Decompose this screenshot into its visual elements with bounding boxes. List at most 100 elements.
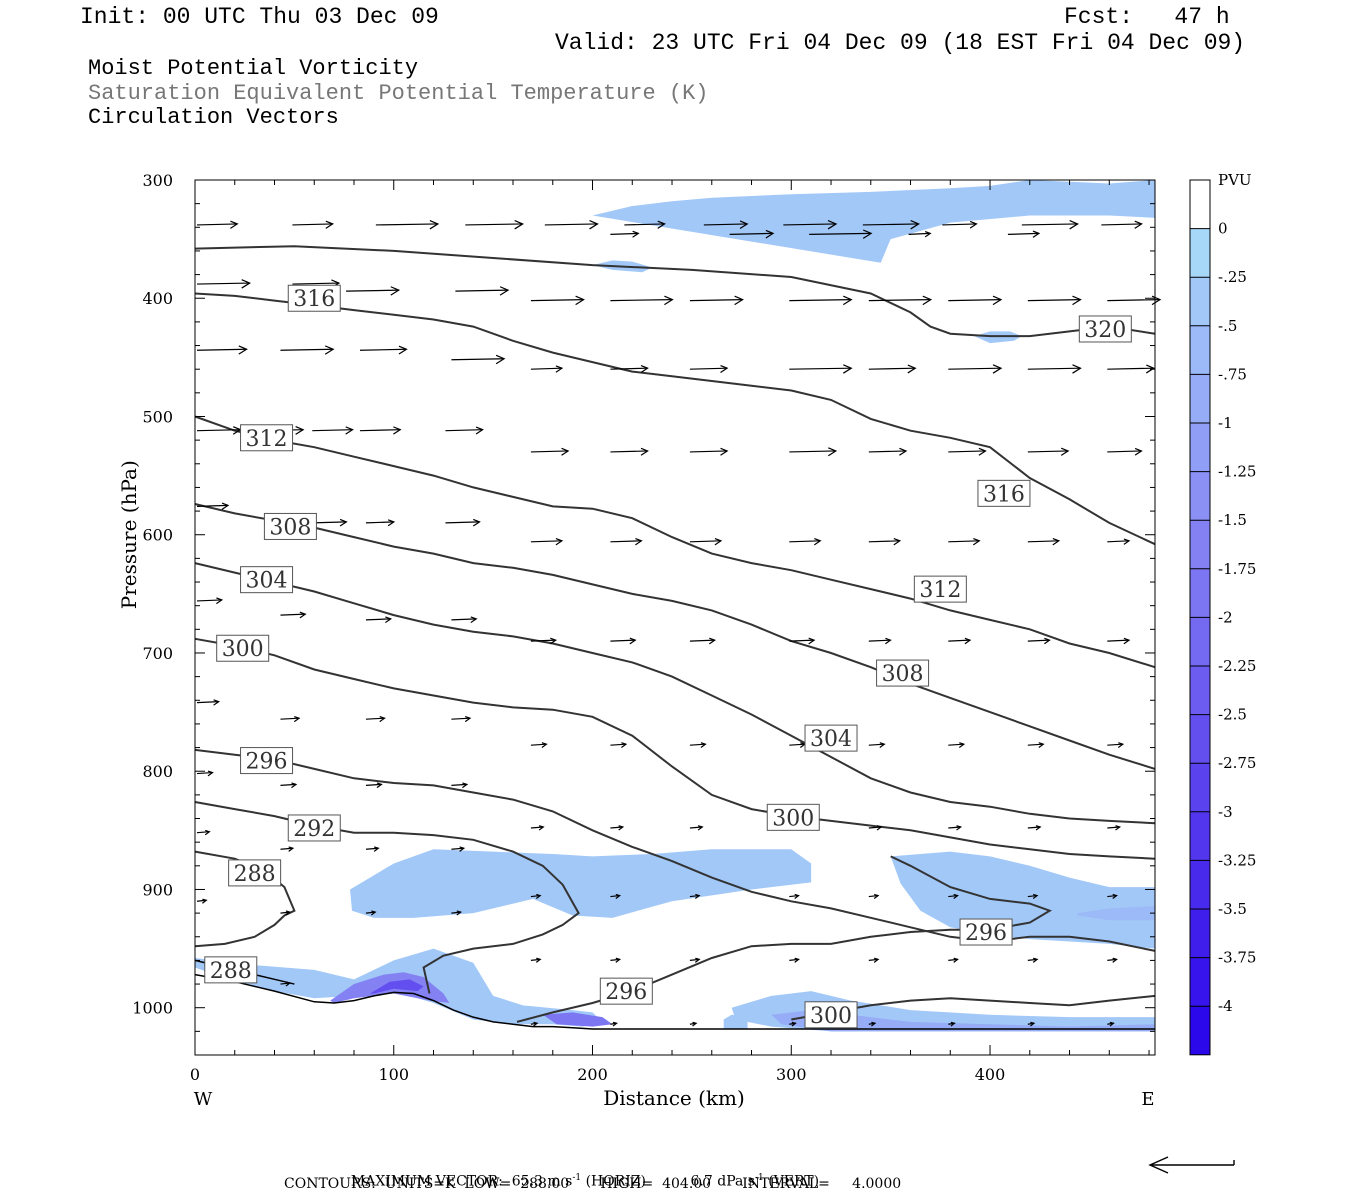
circulation-vector bbox=[451, 358, 505, 361]
circulation-vector-head bbox=[964, 637, 972, 645]
contour-label-box bbox=[1078, 315, 1132, 343]
circulation-vector bbox=[868, 367, 916, 370]
circulation-vector-head bbox=[1038, 742, 1045, 748]
circulation-vector-head bbox=[734, 295, 744, 306]
terrain-line bbox=[194, 973, 1155, 1030]
circulation-vector-head bbox=[1134, 447, 1143, 456]
circulation-vector-head bbox=[555, 537, 564, 546]
circulation-vector bbox=[868, 639, 891, 642]
contour-label-box bbox=[240, 566, 294, 594]
title-vectors: Circulation Vectors bbox=[88, 105, 339, 130]
y-tick-label: 300 bbox=[142, 171, 173, 190]
circulation-vector bbox=[196, 348, 247, 351]
circulation-vector-head bbox=[893, 537, 902, 546]
circulation-vector bbox=[948, 540, 980, 543]
circulation-vector-head bbox=[241, 279, 251, 289]
x-tick-label: 100 bbox=[378, 1065, 409, 1084]
circulation-vector-head bbox=[204, 829, 211, 836]
circulation-vector-head bbox=[230, 220, 239, 229]
circulation-vector-head bbox=[739, 220, 749, 230]
reference-vector-head bbox=[1148, 1156, 1169, 1174]
circulation-vector-head bbox=[618, 825, 625, 831]
circulation-vector-head bbox=[958, 742, 966, 748]
valid-time: Valid: 23 UTC Fri 04 Dec 09 (18 EST Fri … bbox=[555, 30, 1246, 56]
colorbar-label: -3.75 bbox=[1218, 949, 1256, 967]
theta-e-contour-308 bbox=[194, 503, 1156, 770]
circulation-vector bbox=[789, 743, 805, 746]
circulation-vector-head bbox=[464, 715, 472, 723]
circulation-vector-head bbox=[953, 957, 959, 963]
unit-sup-1: -1 bbox=[572, 1173, 582, 1183]
circulation-vector bbox=[312, 521, 347, 524]
circulation-vector-head bbox=[615, 893, 622, 899]
circulation-vector-head bbox=[533, 1021, 539, 1027]
circulation-vector-head bbox=[589, 219, 599, 230]
circulation-vector-head bbox=[950, 1021, 956, 1027]
circulation-vector-head bbox=[1145, 364, 1156, 374]
circulation-vector bbox=[1007, 232, 1039, 235]
circulation-vector-head bbox=[635, 537, 643, 546]
circulation-vector bbox=[689, 743, 706, 746]
contour-label: 304 bbox=[810, 727, 852, 752]
mpv-region bbox=[1077, 906, 1155, 921]
circulation-vector-head bbox=[842, 295, 853, 306]
colorbar-swatch bbox=[1190, 617, 1210, 666]
colorbar-label: -1.5 bbox=[1218, 511, 1247, 529]
circulation-vector bbox=[1027, 367, 1081, 370]
circulation-vector-head bbox=[720, 365, 729, 373]
circulation-vector-head bbox=[288, 846, 295, 852]
circulation-vector-head bbox=[907, 364, 917, 374]
circulation-vector-head bbox=[538, 825, 545, 831]
circulation-vector-head bbox=[697, 825, 704, 831]
y-tick-label: 600 bbox=[142, 526, 173, 545]
circulation-vector-head bbox=[429, 219, 440, 230]
circulation-vector-head bbox=[664, 295, 674, 306]
circulation-vector bbox=[789, 299, 852, 302]
circulation-vector bbox=[375, 223, 438, 226]
forecast-hour: Fcst: 47 h bbox=[1064, 4, 1230, 30]
circulation-vector bbox=[530, 639, 556, 642]
circulation-vector-head bbox=[470, 616, 478, 624]
circulation-vector bbox=[689, 540, 721, 543]
circulation-vector bbox=[196, 831, 210, 834]
circulation-vector-head bbox=[842, 364, 853, 374]
colorbar-swatch bbox=[1190, 423, 1210, 472]
init-time: Init: 00 UTC Thu 03 Dec 09 bbox=[80, 4, 439, 30]
circulation-vector-head bbox=[213, 699, 221, 706]
vert-tag: (VERT) bbox=[768, 1173, 820, 1190]
colorbar-swatch bbox=[1190, 374, 1210, 423]
circulation-vector bbox=[1107, 367, 1154, 370]
circulation-vector-head bbox=[1052, 537, 1061, 546]
colorbar-swatch bbox=[1190, 763, 1210, 812]
circulation-vector-head bbox=[238, 345, 248, 355]
contours-info: CONTOURS: UNITS=K LOW= 288.00 HIGH= 404.… bbox=[284, 1176, 902, 1192]
circulation-vector-head bbox=[632, 230, 640, 238]
circulation-vector bbox=[451, 783, 467, 787]
circulation-vector bbox=[292, 223, 333, 226]
mpv-region bbox=[974, 331, 1022, 344]
mpv-region bbox=[890, 851, 1155, 949]
contour-label-box bbox=[287, 814, 341, 842]
colorbar-label: -2.5 bbox=[1218, 706, 1247, 724]
circulation-vector-head bbox=[499, 286, 510, 296]
circulation-vector-head bbox=[876, 825, 883, 831]
circulation-vector-head bbox=[992, 295, 1003, 306]
circulation-vector-head bbox=[1069, 219, 1079, 230]
horiz-tag: (HORIZ) bbox=[585, 1173, 646, 1190]
circulation-vector bbox=[1027, 639, 1050, 642]
circulation-vector-head bbox=[922, 295, 933, 306]
circulation-vector bbox=[451, 618, 477, 621]
circulation-vector bbox=[465, 223, 523, 226]
circulation-vector bbox=[1107, 540, 1130, 543]
circulation-vector bbox=[280, 613, 306, 616]
circulation-vector-head bbox=[692, 1021, 698, 1027]
circulation-vector-head bbox=[373, 846, 380, 852]
contour-label: 288 bbox=[210, 959, 252, 984]
colorbar-label: 0 bbox=[1218, 220, 1228, 238]
circulation-vector bbox=[624, 223, 665, 226]
circulation-vector bbox=[196, 771, 213, 775]
contour-label-box bbox=[599, 977, 653, 1005]
circulation-vector bbox=[530, 299, 584, 302]
colorbar-label: -3 bbox=[1218, 803, 1233, 821]
circulation-vector-head bbox=[475, 426, 484, 435]
